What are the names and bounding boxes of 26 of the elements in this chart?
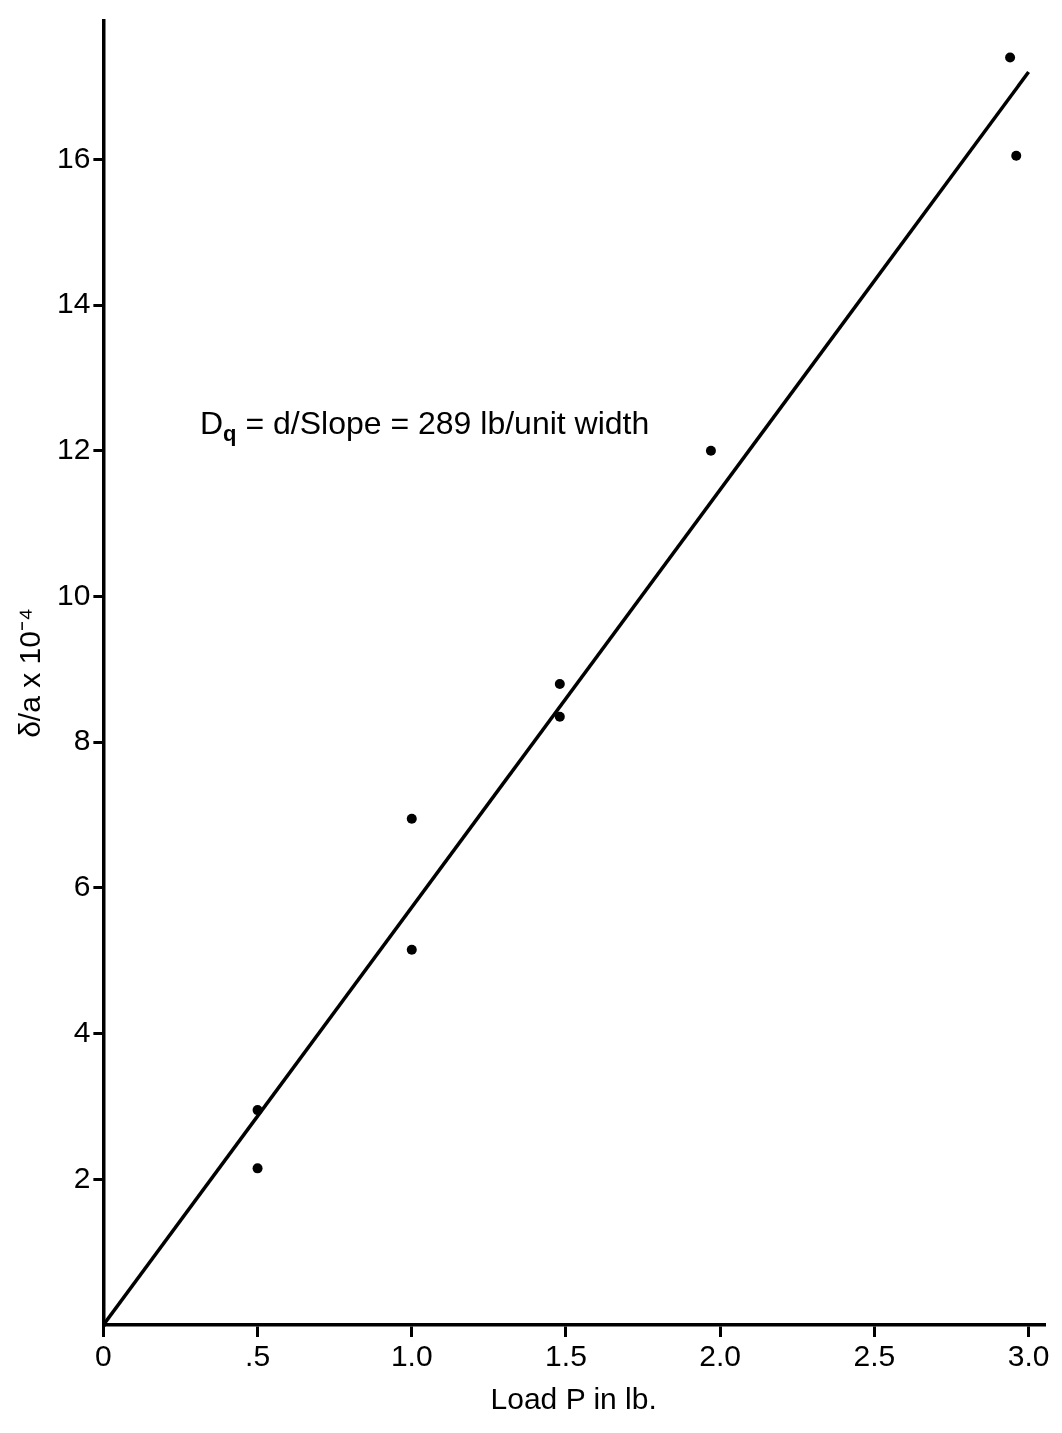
x-tick-label: 0 xyxy=(95,1339,112,1373)
point xyxy=(406,813,417,824)
x-tick-label: 2.5 xyxy=(853,1339,896,1373)
point xyxy=(705,445,716,456)
y-tick-label: 14 xyxy=(56,286,91,320)
point xyxy=(554,678,565,689)
x-axis-title: Load P in lb. xyxy=(490,1382,657,1416)
y-tick-label: 12 xyxy=(56,432,91,466)
y-tick-label: 6 xyxy=(73,869,91,903)
y-tick-label: 8 xyxy=(73,723,91,757)
y-tick-label: 10 xyxy=(56,577,91,611)
point xyxy=(252,1163,263,1174)
y-tick-label: 16 xyxy=(56,140,91,174)
point xyxy=(406,944,417,955)
y-axis-title: δ/a x 10⁻⁴ xyxy=(13,608,47,738)
x-tick-label: 1.5 xyxy=(545,1339,587,1373)
point xyxy=(1005,52,1016,63)
y-tick-label: 4 xyxy=(73,1014,91,1048)
point xyxy=(252,1105,263,1116)
y-tick-label: 2 xyxy=(73,1160,91,1194)
point xyxy=(554,711,565,722)
x-tick-label: .5 xyxy=(245,1339,271,1373)
x-tick-label: 1.0 xyxy=(390,1339,433,1373)
point xyxy=(1011,150,1022,161)
x-tick-label: 2.0 xyxy=(699,1339,742,1373)
x-tick-label: 3.0 xyxy=(1007,1339,1050,1373)
